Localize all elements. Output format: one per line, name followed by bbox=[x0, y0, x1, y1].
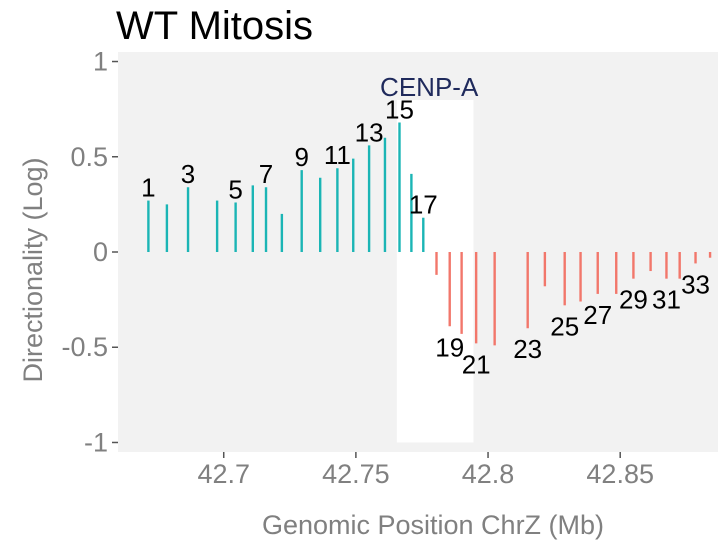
data-label-1: 1 bbox=[141, 173, 155, 203]
data-label-3: 3 bbox=[181, 159, 195, 189]
chart-title: WT Mitosis bbox=[116, 4, 314, 48]
data-label-11: 11 bbox=[324, 140, 351, 170]
y-tick-label: -0.5 bbox=[61, 332, 108, 362]
data-label-27: 27 bbox=[583, 300, 612, 330]
data-label-15: 15 bbox=[385, 94, 414, 124]
data-label-31: 31 bbox=[652, 285, 681, 315]
data-label-29: 29 bbox=[619, 285, 648, 315]
y-tick-label: 1 bbox=[93, 47, 108, 77]
x-axis-title: Genomic Position ChrZ (Mb) bbox=[262, 510, 604, 540]
data-label-21: 21 bbox=[462, 349, 491, 379]
x-tick-label: 42.7 bbox=[197, 459, 250, 489]
y-tick-label: -1 bbox=[84, 427, 108, 457]
cenp-a-label: CENP-A bbox=[380, 72, 479, 102]
data-label-9: 9 bbox=[294, 142, 308, 172]
y-tick-label: 0.5 bbox=[70, 142, 108, 172]
y-tick-label: 0 bbox=[93, 237, 108, 267]
data-label-13: 13 bbox=[355, 117, 384, 147]
x-tick-label: 42.8 bbox=[462, 459, 515, 489]
data-label-17: 17 bbox=[409, 190, 438, 220]
data-label-33: 33 bbox=[681, 269, 710, 299]
x-tick-label: 42.85 bbox=[586, 459, 654, 489]
y-axis-title: Directionality (Log) bbox=[18, 157, 48, 382]
x-tick-label: 42.75 bbox=[322, 459, 390, 489]
data-label-23: 23 bbox=[513, 334, 542, 364]
data-label-5: 5 bbox=[228, 174, 242, 204]
data-label-25: 25 bbox=[550, 311, 579, 341]
data-label-19: 19 bbox=[435, 332, 464, 362]
data-label-7: 7 bbox=[259, 159, 273, 189]
